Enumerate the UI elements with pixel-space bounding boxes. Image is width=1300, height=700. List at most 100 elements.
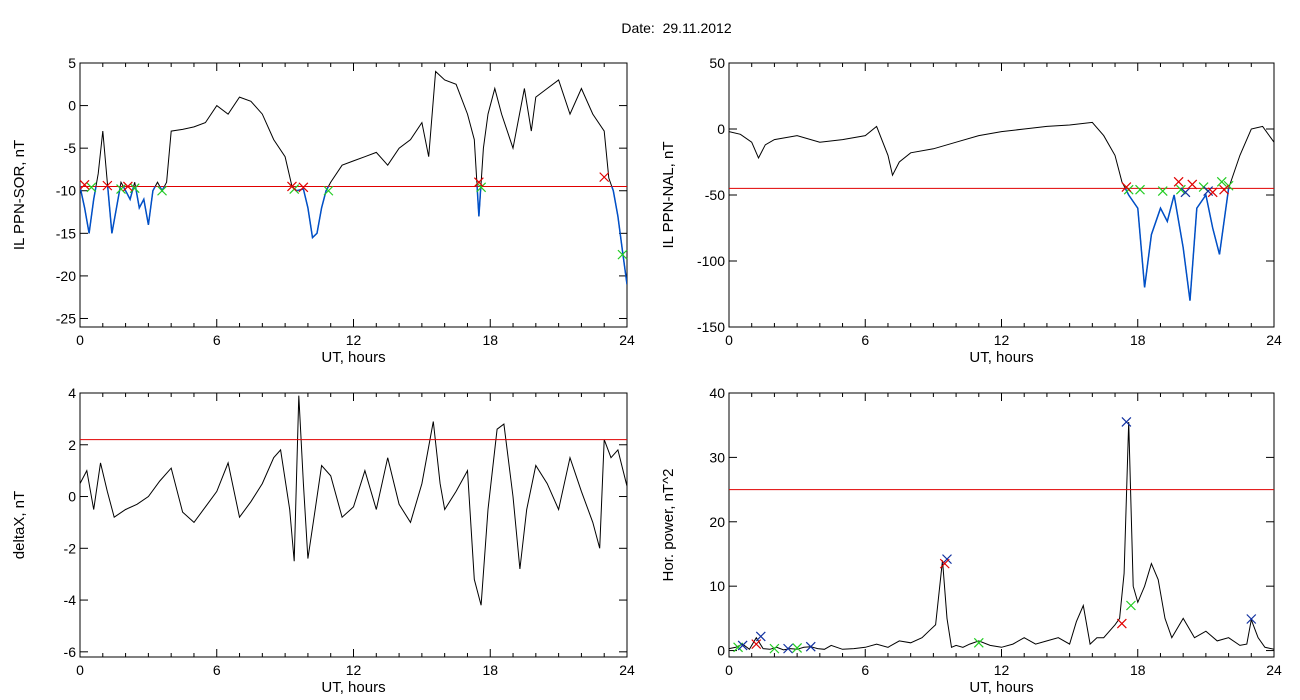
red-x-marker	[79, 179, 90, 190]
red-x-marker	[122, 181, 133, 192]
x-tick-label: 24	[619, 662, 635, 678]
y-tick-label: -5	[64, 140, 77, 156]
x-tick-label: 18	[482, 662, 498, 678]
green-x-marker	[1216, 176, 1227, 187]
y-axis-label: IL PPN-SOR, nT	[11, 140, 28, 250]
below-threshold-segment	[1124, 188, 1230, 301]
y-tick-label: 50	[709, 55, 725, 71]
x-tick-label: 24	[1266, 332, 1282, 348]
y-tick-label: 0	[717, 121, 725, 137]
x-tick-label: 6	[861, 332, 869, 348]
green-x-marker	[116, 184, 126, 194]
green-x-marker	[1126, 600, 1136, 611]
page-title: Date: 29.11.2012	[621, 20, 732, 36]
y-axis-label: Hor. power, nT^2	[660, 469, 677, 582]
below-threshold-segment	[611, 186, 627, 285]
green-x-marker	[617, 249, 628, 260]
red-x-marker	[939, 558, 950, 569]
plot-frame	[79, 62, 628, 328]
series-line	[729, 421, 1274, 651]
y-tick-label: -10	[56, 183, 76, 199]
red-x-marker	[1187, 179, 1198, 190]
y-tick-label: 20	[709, 514, 725, 530]
below-threshold-segment	[106, 186, 122, 234]
x-axis-label: UT, hours	[321, 349, 385, 366]
green-x-marker	[769, 643, 780, 654]
blue-x-marker	[1121, 417, 1132, 427]
green-x-marker	[157, 185, 167, 196]
y-tick-label: 0	[68, 98, 76, 114]
y-axis-label: deltaX, nT	[11, 491, 28, 559]
x-tick-label: 12	[346, 662, 362, 678]
x-tick-label: 24	[619, 332, 635, 348]
chart-panel-3: 0 6 12 18 24 4 2 0 -2 -4 -6 UT, hours deltaX, nT	[11, 385, 635, 696]
y-tick-label: 10	[709, 578, 725, 594]
x-axis-label: UT, hours	[969, 679, 1033, 696]
green-x-marker	[1135, 184, 1145, 195]
y-axis-label: IL PPN-NAL, nT	[660, 142, 677, 249]
y-tick-label: 0	[717, 643, 725, 659]
red-x-marker	[1207, 187, 1218, 198]
chart-panel-2: 0 6 12 18 24 50 0 -50 -100 -150 UT, hours IL PPN-NA…	[660, 55, 1282, 366]
red-x-marker	[599, 172, 610, 183]
y-tick-label: 0	[68, 489, 76, 505]
x-tick-label: 0	[725, 332, 733, 348]
series-line	[80, 395, 627, 606]
x-tick-label: 6	[213, 332, 221, 348]
blue-x-marker	[783, 643, 793, 654]
plot-frame	[79, 392, 628, 658]
green-x-marker	[129, 183, 140, 194]
y-tick-label: -2	[64, 540, 77, 556]
x-axis-label: UT, hours	[969, 349, 1033, 366]
series-line	[80, 70, 627, 285]
y-tick-label: 30	[709, 449, 725, 465]
green-x-marker	[973, 637, 984, 648]
below-threshold-segment	[122, 186, 135, 202]
x-tick-label: 12	[346, 332, 362, 348]
x-tick-label: 18	[482, 332, 498, 348]
plot-frame	[728, 62, 1275, 328]
x-tick-label: 12	[994, 332, 1010, 348]
x-tick-label: 6	[213, 662, 221, 678]
plot-frame	[728, 392, 1275, 658]
red-x-marker	[298, 182, 309, 193]
x-tick-label: 12	[994, 662, 1010, 678]
blue-x-marker	[1246, 614, 1257, 624]
y-tick-label: -4	[64, 592, 77, 608]
chart-panel-1: 0 6 12 18 24 5 0 -5 -10 -15 -20 -25 UT, hours IL PPN-…	[11, 55, 635, 366]
green-x-marker	[1175, 184, 1186, 195]
x-tick-label: 18	[1130, 662, 1146, 678]
blue-x-marker	[805, 641, 816, 652]
blue-x-marker	[737, 640, 748, 651]
below-threshold-segment	[291, 185, 330, 240]
y-tick-label: 40	[709, 385, 725, 401]
red-x-marker	[751, 639, 762, 650]
red-x-marker	[1116, 618, 1127, 629]
blue-x-marker	[1180, 187, 1191, 198]
red-x-marker	[473, 177, 484, 188]
y-tick-label: 5	[68, 55, 76, 71]
green-x-marker	[1157, 186, 1168, 196]
y-tick-label: -6	[64, 644, 77, 660]
below-threshold-segment	[476, 186, 482, 217]
red-x-marker	[1219, 184, 1229, 195]
below-threshold-segment	[134, 186, 156, 225]
red-x-marker	[102, 180, 113, 191]
y-tick-label: 2	[68, 437, 76, 453]
x-tick-label: 18	[1130, 332, 1146, 348]
red-x-marker	[287, 181, 297, 192]
green-x-marker	[86, 182, 97, 193]
y-tick-label: -50	[705, 187, 725, 203]
green-x-marker	[792, 643, 803, 653]
below-threshold-segment	[80, 186, 97, 234]
y-tick-label: -100	[697, 253, 725, 269]
red-x-marker	[1173, 176, 1184, 187]
x-tick-label: 6	[861, 662, 869, 678]
x-axis-label: UT, hours	[321, 679, 385, 696]
x-tick-label: 0	[725, 662, 733, 678]
green-x-marker	[323, 185, 334, 196]
x-tick-label: 0	[76, 662, 84, 678]
x-tick-label: 0	[76, 332, 84, 348]
y-tick-label: -150	[697, 319, 725, 335]
